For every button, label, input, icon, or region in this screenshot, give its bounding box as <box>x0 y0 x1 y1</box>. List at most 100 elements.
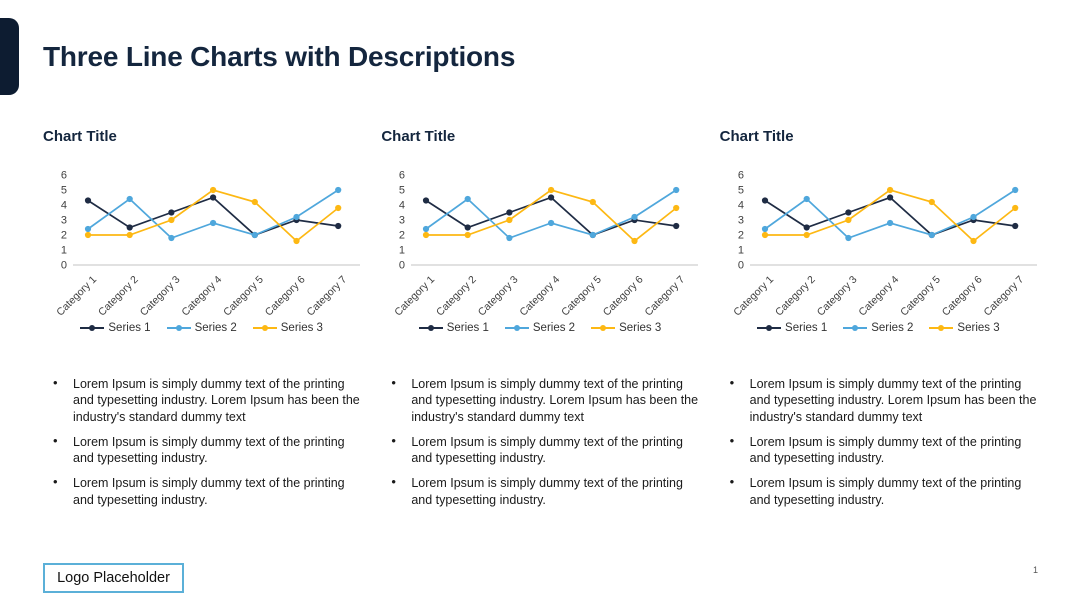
series-2-marker-icon <box>126 195 133 203</box>
legend-label: Series 2 <box>194 322 237 334</box>
y-tick-label: 0 <box>61 260 67 272</box>
y-tick-label: 5 <box>738 185 744 197</box>
y-tick-label: 2 <box>738 230 744 242</box>
legend-label: Series 2 <box>532 322 576 334</box>
series-2-marker-icon <box>844 234 852 242</box>
series-1-marker-icon <box>168 209 175 216</box>
chart-legend: Series 1 Series 2 Series 3 <box>43 322 360 334</box>
series-1-marker-icon <box>423 197 430 204</box>
series-3-marker-icon <box>1011 204 1018 212</box>
y-tick-label: 1 <box>61 245 67 257</box>
series-1-marker-icon <box>210 194 217 201</box>
bullet-item: Lorem Ipsum is simply dummy text of the … <box>720 433 1037 467</box>
bullet-item: Lorem Ipsum is simply dummy text of the … <box>43 433 360 467</box>
x-category-label: Category 4 <box>518 274 563 318</box>
series-2-marker-icon <box>84 225 92 233</box>
series-1-marker-icon <box>1011 222 1018 230</box>
series-3-marker-icon <box>293 237 300 245</box>
y-tick-label: 4 <box>738 200 744 212</box>
legend-marker-icon <box>418 325 443 331</box>
legend-label: Series 1 <box>446 322 489 334</box>
legend-item: Series 3 <box>591 322 661 334</box>
series-1-marker-icon <box>464 224 472 231</box>
legend-dot-icon <box>852 325 859 331</box>
series-1-marker-icon <box>673 222 680 230</box>
series-3-marker-icon <box>464 231 472 239</box>
bullet-item: Lorem Ipsum is simply dummy text of the … <box>381 375 698 425</box>
bullet-list: Lorem Ipsum is simply dummy text of the … <box>381 375 698 508</box>
chart-title: Chart Title <box>719 128 794 145</box>
series-2-marker-icon <box>506 234 513 242</box>
legend-label: Series 3 <box>619 322 662 334</box>
bullet-item: Lorem Ipsum is simply dummy text of the … <box>720 375 1037 425</box>
series-3-marker-icon <box>803 231 810 239</box>
series-1-line <box>87 196 339 236</box>
legend-dot-icon <box>427 325 434 331</box>
y-tick-label: 3 <box>61 215 67 227</box>
series-1-marker-icon <box>506 209 513 216</box>
x-category-label: Category 3 <box>138 274 183 318</box>
bullet-list: Lorem Ipsum is simply dummy text of the … <box>43 375 360 508</box>
x-category-label: Category 4 <box>179 274 224 318</box>
bullet-item: Lorem Ipsum is simply dummy text of the … <box>381 433 698 467</box>
page-number: 1 <box>1033 565 1039 575</box>
series-3-marker-icon <box>251 198 258 206</box>
series-1-marker-icon <box>335 222 342 230</box>
legend-marker-icon <box>166 325 191 331</box>
x-category-label: Category 1 <box>54 274 99 318</box>
legend-item: Series 2 <box>166 322 237 334</box>
y-tick-label: 4 <box>399 200 405 212</box>
bullet-item: Lorem Ipsum is simply dummy text of the … <box>720 474 1037 508</box>
bullet-item: Lorem Ipsum is simply dummy text of the … <box>381 474 698 508</box>
y-tick-label: 4 <box>61 200 67 212</box>
bullet-item: Lorem Ipsum is simply dummy text of the … <box>43 474 360 508</box>
legend-marker-icon <box>252 325 277 331</box>
series-1-marker-icon <box>844 209 852 216</box>
series-2-marker-icon <box>886 219 893 227</box>
series-1-marker-icon <box>548 194 555 201</box>
y-tick-label: 6 <box>738 170 744 182</box>
x-category-label: Category 2 <box>96 274 141 318</box>
series-3-marker-icon <box>126 231 133 239</box>
legend-label: Series 3 <box>957 322 1000 334</box>
legend-dot-icon <box>261 325 268 331</box>
series-2-marker-icon <box>1011 186 1018 194</box>
series-2-marker-icon <box>335 186 342 194</box>
series-3-marker-icon <box>84 231 92 239</box>
series-2-marker-icon <box>423 225 430 233</box>
chart-title: Chart Title <box>381 128 456 145</box>
series-2-marker-icon <box>631 213 638 221</box>
slide-title: Three Line Charts with Descriptions <box>43 41 516 72</box>
y-tick-label: 3 <box>738 215 744 227</box>
legend-item: Series 3 <box>929 322 1000 334</box>
chart-legend: Series 1 Series 2 Series 3 <box>720 322 1037 334</box>
legend-dot-icon <box>513 325 520 331</box>
series-1-line <box>425 196 677 236</box>
y-tick-label: 0 <box>738 260 744 272</box>
legend-marker-icon <box>757 325 782 331</box>
legend-marker-icon <box>504 325 529 331</box>
x-category-label: Category 5 <box>898 274 943 318</box>
series-1-marker-icon <box>761 197 768 204</box>
x-category-label: Category 5 <box>559 274 604 318</box>
series-3-marker-icon <box>210 186 217 194</box>
chart-legend: Series 1 Series 2 Series 3 <box>381 322 698 334</box>
x-category-label: Category 3 <box>476 274 521 318</box>
series-2-marker-icon <box>210 219 217 227</box>
series-1-marker-icon <box>84 197 92 204</box>
series-2-marker-icon <box>761 225 768 233</box>
legend-item: Series 1 <box>80 322 151 334</box>
series-2-marker-icon <box>464 195 472 203</box>
legend-marker-icon <box>929 325 954 331</box>
legend-item: Series 2 <box>843 322 913 334</box>
legend-marker-icon <box>843 325 868 331</box>
series-2-marker-icon <box>590 231 597 239</box>
legend-dot-icon <box>89 325 96 331</box>
side-accent-tab <box>0 18 19 95</box>
series-1-line <box>764 196 1015 236</box>
legend-item: Series 2 <box>504 322 576 334</box>
